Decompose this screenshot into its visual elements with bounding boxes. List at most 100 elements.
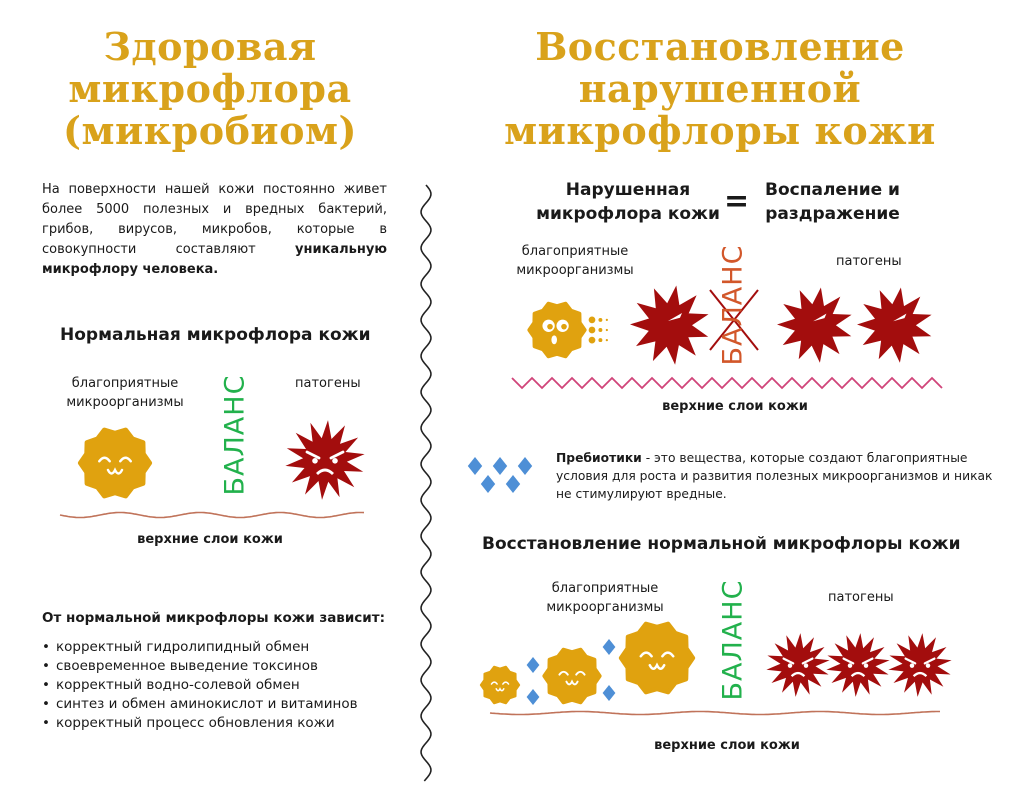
pathogens-label: патогены: [295, 376, 361, 391]
title-line: Здоровая: [103, 24, 317, 69]
column-divider: [420, 184, 432, 782]
pathogen-body: [285, 420, 365, 500]
prebiotic-diamond-icon: [505, 475, 521, 493]
equation-sign: =: [724, 184, 750, 219]
dot: [605, 318, 608, 322]
intro-paragraph: На поверхности нашей кожи постоянно живе…: [42, 180, 387, 280]
skin-label: верхние слои кожи: [137, 532, 283, 547]
disturbed-skin-label: верхние слои кожи: [662, 399, 808, 414]
prebiotics-text: Пребиотики - это вещества, которые созда…: [556, 449, 1006, 503]
list-item: своевременное выведение токсинов: [42, 657, 358, 676]
eye: [98, 456, 111, 463]
eye: [893, 313, 907, 322]
list-item: корректный водно-солевой обмен: [42, 676, 358, 695]
prebiotics-definition: - это вещества, которые создают благопри…: [556, 451, 993, 501]
disturbed-balance-label: БАЛАНС: [717, 244, 749, 366]
pathogen-icon: [630, 285, 709, 365]
pathogen-icon: [777, 287, 852, 363]
dot: [588, 326, 596, 334]
dot: [588, 336, 596, 344]
eyebrow: [782, 657, 795, 665]
dot: [588, 316, 596, 324]
pathogen-icon: [857, 287, 932, 363]
prebiotic-diamond-icon: [492, 457, 508, 475]
right-title: Восстановление нарушенной микрофлоры кож…: [480, 26, 960, 152]
pupil: [547, 323, 553, 330]
pathogen-body: [630, 285, 709, 365]
eye: [813, 313, 827, 322]
microbe-body: [542, 647, 602, 705]
pathogen-icon: [766, 633, 830, 697]
dot: [605, 328, 608, 332]
pathogen-body: [777, 287, 852, 363]
list-item: синтез и обмен аминокислот и витаминов: [42, 695, 358, 714]
eyebrow: [904, 657, 917, 665]
dot: [605, 338, 608, 342]
eye: [558, 670, 569, 676]
eye: [490, 681, 498, 685]
restore-heading: Восстановление нормальной микрофлоры кож…: [482, 534, 961, 554]
eye: [803, 663, 809, 668]
beneficial-microbe-icon: [618, 621, 696, 695]
frown: [912, 671, 928, 678]
eyebrow: [861, 657, 874, 665]
frown: [316, 468, 334, 476]
title-line: микрофлоры кожи: [504, 108, 936, 153]
pathogen-body: [766, 633, 830, 697]
left-title: Здоровая микрофлора (микробиом): [20, 26, 400, 152]
eye: [909, 663, 915, 668]
equation-left: Нарушенная микрофлора кожи: [536, 180, 720, 224]
smile: [106, 467, 124, 475]
eyebrow: [842, 657, 855, 665]
smile: [495, 687, 505, 692]
disturbed-pathogens-label: патогены: [836, 254, 902, 269]
title-line: (микробиом): [63, 108, 357, 153]
pathogen-icon: [888, 633, 952, 697]
title-line: микрофлора: [68, 66, 352, 111]
restored-beneficial-label: благоприятные микроорганизмы: [546, 581, 664, 615]
cross-line: [709, 289, 759, 351]
frown: [850, 671, 866, 678]
beneficial-microbe-icon: [527, 301, 608, 359]
eye: [312, 458, 318, 464]
eye: [502, 681, 510, 685]
restored-balance-label: БАЛАНС: [717, 579, 749, 701]
depends-heading: От нормальной микрофлоры кожи зависит:: [42, 610, 385, 626]
eye: [119, 456, 132, 463]
frown: [790, 671, 806, 678]
eye: [925, 663, 931, 668]
intro-bold: уникальную микрофлору человека.: [42, 242, 387, 277]
list-item: корректный гидролипидный обмен: [42, 638, 358, 657]
title-line: нарушенной: [578, 66, 862, 111]
dot: [598, 328, 603, 332]
prebiotic-diamond-icon: [602, 685, 616, 701]
prebiotic-diamond-icon: [467, 457, 483, 475]
eyebrow: [305, 450, 321, 460]
title-line: Восстановление: [535, 24, 905, 69]
pathogen-body: [888, 633, 952, 697]
pathogen-icon: [285, 420, 365, 500]
microbe-body: [618, 621, 696, 695]
depends-list: корректный гидролипидный обмен своевреме…: [42, 638, 358, 733]
intro-text: На поверхности нашей кожи постоянно живе…: [42, 182, 387, 257]
list-item: корректный процесс обновления кожи: [42, 714, 358, 733]
pathogen-body: [857, 287, 932, 363]
eye: [847, 663, 853, 668]
restored-skin-line: [489, 710, 940, 716]
microbe-body: [527, 301, 587, 359]
prebiotic-diamond-icon: [602, 639, 616, 655]
prebiotic-diamond-icon: [526, 689, 540, 705]
prebiotics-term: Пребиотики: [556, 451, 642, 465]
disturbed-beneficial-label: благоприятные микроорганизмы: [516, 244, 634, 278]
eye: [863, 663, 869, 668]
microbe-body: [479, 665, 521, 705]
eyebrow: [923, 657, 936, 665]
eye: [575, 670, 586, 676]
equation-right: Воспаление и раздражение: [765, 180, 900, 224]
eyebrow: [329, 450, 345, 460]
pupil: [561, 323, 567, 330]
normal-heading: Нормальная микрофлора кожи: [60, 325, 371, 345]
restored-skin-label: верхние слои кожи: [654, 738, 800, 753]
